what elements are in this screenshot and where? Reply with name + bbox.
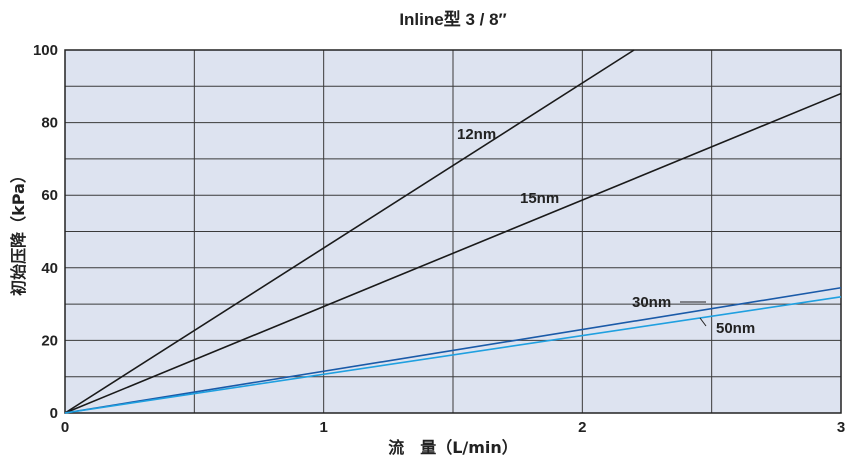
series-line-30nm (64, 286, 842, 414)
series-label-15nm: 15nm (520, 190, 559, 207)
series-labels: 12nm 15nm 30nm 50nm (457, 126, 755, 337)
x-tick-label: 0 (61, 419, 69, 436)
chart-title: Inline型 3 / 8″ (399, 9, 506, 29)
series-label-12nm: 12nm (457, 126, 496, 143)
series-label-leader (699, 317, 707, 327)
x-tick-label: 3 (837, 419, 845, 436)
x-axis-title: 流 量（L/min） (388, 438, 518, 457)
y-tick-label: 0 (50, 405, 58, 422)
series-line-12nm (64, 49, 635, 414)
series-line-50nm (64, 296, 842, 414)
series-line-15nm (64, 92, 842, 414)
y-tick-label: 40 (41, 260, 58, 277)
grid (64, 49, 842, 414)
y-tick-label: 20 (41, 332, 58, 349)
x-tick-label: 1 (319, 419, 327, 436)
y-tick-label: 80 (41, 115, 58, 132)
x-tick-label: 2 (578, 419, 586, 436)
series-label-50nm: 50nm (716, 320, 755, 337)
y-axis-title: 初始压降（kPa） (9, 167, 28, 296)
tick-labels: 0 1 2 3 0 20 40 60 80 100 (33, 42, 845, 436)
plot-frame (64, 49, 842, 414)
y-tick-label: 100 (33, 42, 58, 59)
y-tick-label: 60 (41, 187, 58, 204)
series-layer (64, 49, 842, 414)
series-label-30nm: 30nm (632, 294, 671, 311)
